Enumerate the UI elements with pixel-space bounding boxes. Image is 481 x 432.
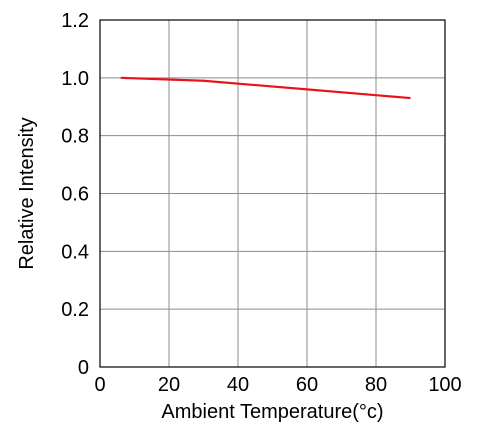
plot-frame [99, 19, 446, 368]
x-tick-label: 80 [365, 374, 387, 396]
y-tick-label: 0.4 [61, 241, 89, 263]
y-axis-label: Relative Intensity [16, 117, 38, 269]
y-tick-label: 1.2 [61, 10, 89, 32]
x-tick-labels: 0 20 40 60 80 100 [94, 374, 461, 396]
series-line [120, 76, 411, 100]
grid-lines [99, 19, 446, 368]
x-tick-label: 100 [428, 374, 461, 396]
y-tick-labels: 0 0.2 0.4 0.6 0.8 1.0 1.2 [61, 10, 89, 379]
series-group [120, 76, 411, 100]
y-tick-label: 0.6 [61, 184, 89, 206]
x-tick-label: 60 [296, 374, 318, 396]
y-tick-label: 0 [78, 357, 89, 379]
x-axis-label: Ambient Temperature(°c) [161, 401, 383, 423]
x-tick-label: 0 [94, 374, 105, 396]
x-tick-label: 40 [227, 374, 249, 396]
y-tick-label: 0.8 [61, 126, 89, 148]
y-tick-label: 0.2 [61, 299, 89, 321]
y-tick-label: 1.0 [61, 68, 89, 90]
x-tick-label: 20 [158, 374, 180, 396]
